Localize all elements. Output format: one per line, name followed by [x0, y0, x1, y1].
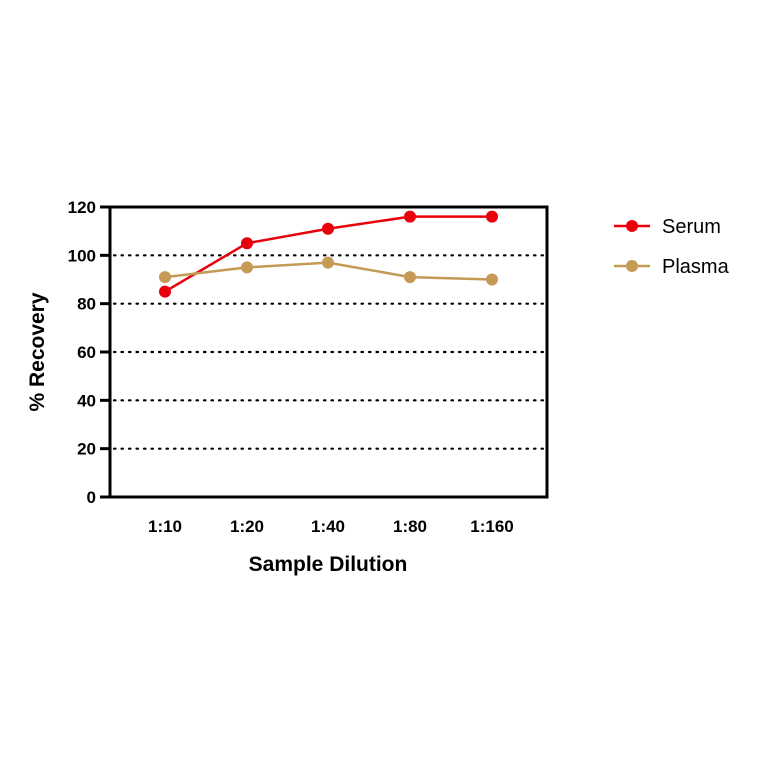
x-axis: 1:10 1:20 1:40 1:80 1:160	[148, 517, 514, 536]
legend: Serum Plasma	[614, 216, 730, 278]
x-tick-label: 1:80	[393, 517, 427, 536]
x-tick-label: 1:10	[148, 517, 182, 536]
data-point	[159, 271, 171, 284]
series-plasma	[159, 256, 498, 286]
y-tick-label: 20	[77, 440, 96, 459]
y-tick-label: 60	[77, 343, 96, 362]
data-point	[241, 261, 253, 274]
y-axis: 0 20 40 60 80 100 120	[68, 198, 110, 507]
data-point	[322, 222, 334, 235]
data-point	[322, 256, 334, 269]
y-tick-label: 120	[68, 198, 96, 217]
legend-marker	[626, 260, 638, 272]
data-point	[486, 273, 498, 286]
legend-label: Plasma	[662, 256, 730, 278]
data-point	[486, 210, 498, 223]
legend-marker	[626, 220, 638, 232]
legend-label: Serum	[662, 216, 721, 238]
data-point	[404, 271, 416, 284]
x-tick-label: 1:20	[230, 517, 264, 536]
data-point	[159, 285, 171, 298]
y-tick-label: 80	[77, 295, 96, 314]
y-tick-label: 0	[87, 488, 96, 507]
data-point	[404, 210, 416, 223]
y-axis-label: % Recovery	[26, 292, 49, 411]
x-axis-label: Sample Dilution	[249, 553, 408, 576]
legend-item-serum: Serum	[614, 216, 721, 238]
data-point	[241, 237, 253, 250]
y-tick-label: 100	[68, 246, 96, 265]
series-serum	[159, 210, 498, 298]
x-tick-label: 1:40	[311, 517, 345, 536]
gridlines	[112, 254, 549, 450]
y-tick-label: 40	[77, 391, 96, 410]
legend-item-plasma: Plasma	[614, 256, 730, 278]
series-group	[159, 210, 498, 298]
x-tick-label: 1:160	[470, 517, 513, 536]
